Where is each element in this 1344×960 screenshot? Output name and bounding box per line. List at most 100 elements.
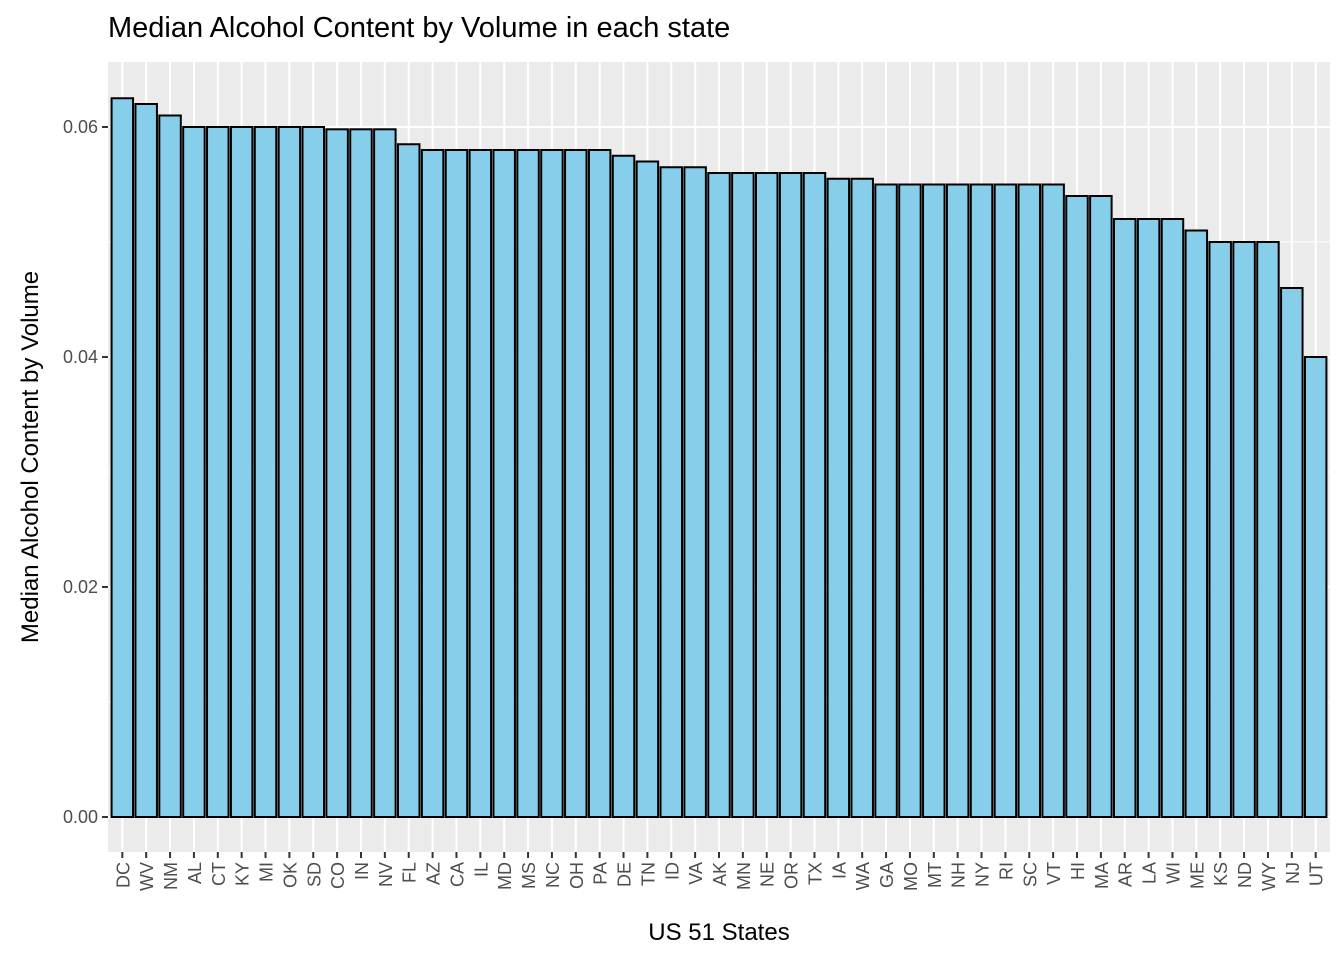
bar-OH — [564, 149, 588, 818]
bar-DC — [110, 97, 135, 818]
bar-MS — [516, 149, 540, 818]
x-tick-label-SC: SC — [1020, 862, 1040, 887]
x-tick-label-DC: DC — [113, 862, 133, 888]
chart-title: Median Alcohol Content by Volume in each… — [108, 12, 731, 44]
bar-FL — [396, 143, 421, 818]
x-tick-label-NM: NM — [161, 862, 181, 890]
bar-HI — [1065, 195, 1089, 818]
x-tick-label-AR: AR — [1116, 862, 1136, 887]
x-tick-label-RI: RI — [996, 862, 1016, 880]
bar-IN — [349, 128, 373, 819]
bar-UT — [1303, 356, 1328, 818]
x-tick-label-VT: VT — [1044, 862, 1064, 885]
bar-GA — [874, 183, 898, 818]
x-tick-label-ME: ME — [1187, 862, 1207, 889]
bar-ME — [1184, 229, 1209, 818]
bar-NY — [969, 183, 994, 818]
bar-NE — [754, 172, 779, 818]
x-tick-label-CO: CO — [328, 862, 348, 889]
x-tick-label-MN: MN — [734, 862, 754, 890]
bar-WV — [134, 103, 158, 818]
bar-DE — [611, 154, 636, 818]
y-tick-label: 0.02 — [63, 577, 98, 597]
x-tick-label-WY: WY — [1259, 862, 1279, 891]
bar-MN — [731, 172, 755, 818]
bar-AZ — [420, 149, 445, 818]
y-tick-label: 0.06 — [63, 117, 98, 137]
x-tick-label-VA: VA — [686, 862, 706, 885]
x-tick-label-ND: ND — [1235, 862, 1255, 888]
bar-IL — [468, 149, 493, 818]
bar-OR — [778, 172, 803, 818]
bar-NV — [373, 128, 397, 819]
y-tick-label: 0.04 — [63, 347, 98, 367]
bar-AR — [1113, 218, 1137, 818]
x-tick-label-CT: CT — [209, 862, 229, 886]
x-tick-label-IN: IN — [352, 862, 372, 880]
bar-NC — [540, 149, 564, 818]
x-tick-label-DE: DE — [615, 862, 635, 887]
x-tick-label-NV: NV — [376, 862, 396, 887]
bar-KS — [1208, 241, 1232, 818]
x-tick-label-NH: NH — [949, 862, 969, 888]
x-tick-label-LA: LA — [1140, 862, 1160, 884]
bar-MO — [898, 183, 922, 818]
x-tick-label-TN: TN — [638, 862, 658, 886]
bar-TX — [802, 172, 827, 818]
bar-SC — [1017, 183, 1042, 818]
bar-VT — [1041, 183, 1065, 818]
x-tick-label-FL: FL — [400, 862, 420, 883]
y-axis: 0.00 0.02 0.04 0.06 — [63, 117, 108, 827]
x-tick-label-OH: OH — [567, 862, 587, 889]
bar-MA — [1089, 195, 1113, 818]
bar-SD — [301, 126, 325, 818]
x-tick-label-UT: UT — [1307, 862, 1327, 886]
bar-MD — [492, 149, 516, 818]
y-axis-label: Median Alcohol Content by Volume — [17, 271, 44, 643]
x-tick-label-NJ: NJ — [1283, 862, 1303, 884]
x-tick-label-MO: MO — [901, 862, 921, 891]
bar-WY — [1256, 241, 1280, 818]
x-tick-label-PA: PA — [591, 862, 611, 885]
bar-CA — [444, 149, 469, 818]
x-tick-label-ID: ID — [662, 862, 682, 880]
x-tick-label-AZ: AZ — [424, 862, 444, 885]
x-tick-label-MA: MA — [1092, 862, 1112, 889]
bar-ND — [1232, 241, 1256, 818]
x-tick-label-IA: IA — [829, 862, 849, 879]
x-tick-label-TX: TX — [805, 862, 825, 885]
bar-MT — [922, 183, 946, 818]
x-tick-label-AL: AL — [185, 862, 205, 884]
x-tick-label-WA: WA — [853, 862, 873, 890]
x-tick-label-SD: SD — [304, 862, 324, 887]
bar-PA — [587, 149, 612, 818]
bar-AL — [182, 126, 206, 818]
bar-KY — [229, 126, 254, 818]
bar-NJ — [1280, 287, 1304, 818]
x-tick-label-OR: OR — [782, 862, 802, 889]
bar-MI — [253, 126, 278, 818]
bar-OK — [277, 126, 302, 818]
x-axis-label: US 51 States — [648, 919, 789, 946]
x-tick-label-MS: MS — [519, 862, 539, 889]
y-tick-label: 0.00 — [63, 807, 98, 827]
bar-TN — [635, 160, 660, 818]
x-tick-label-MI: MI — [257, 862, 277, 882]
x-axis: DC WV NM AL CT KY MI OK SD CO IN NV FL AZ CA IL MD MS NC OH… — [113, 852, 1327, 891]
bar-NM — [158, 114, 182, 818]
bar-CT — [206, 126, 230, 818]
x-tick-label-WV: WV — [137, 862, 157, 891]
x-tick-label-KS: KS — [1211, 862, 1231, 886]
bar-LA — [1136, 218, 1161, 818]
x-tick-label-AK: AK — [710, 862, 730, 886]
x-tick-label-CA: CA — [447, 862, 467, 887]
x-tick-label-IL: IL — [471, 862, 491, 877]
bar-AK — [707, 172, 731, 818]
x-tick-label-NE: NE — [758, 862, 778, 887]
bar-NH — [945, 183, 970, 818]
x-tick-label-HI: HI — [1068, 862, 1088, 880]
bar-RI — [993, 183, 1018, 818]
bar-IA — [826, 177, 851, 818]
x-tick-label-MT: MT — [925, 862, 945, 888]
